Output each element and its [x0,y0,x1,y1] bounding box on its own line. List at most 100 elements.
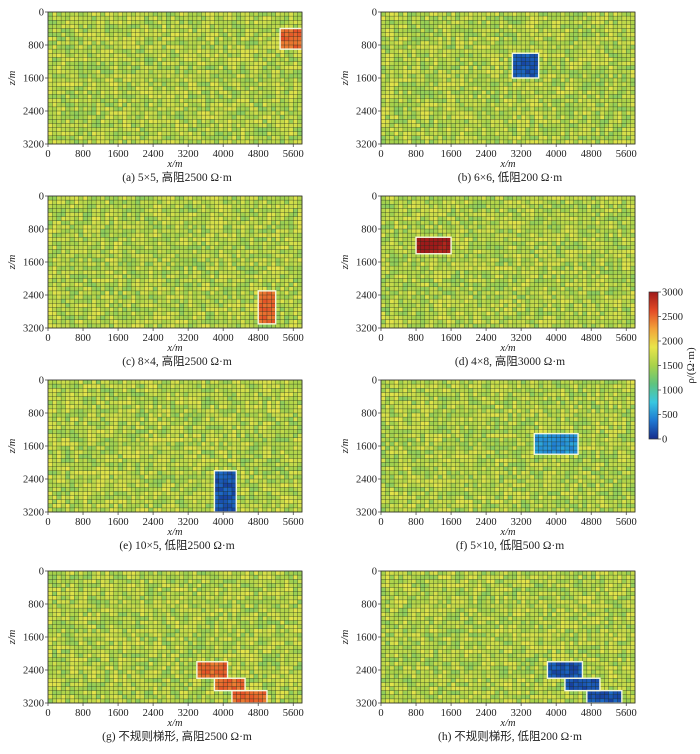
heatmap-cell [595,139,601,145]
heatmap-cell [161,12,167,17]
heatmap-cell [65,220,71,226]
heatmap-cell [490,139,496,145]
heatmap-cell [284,40,290,46]
heatmap-cell [586,57,592,62]
heatmap-cell [407,32,412,38]
heatmap-cell [183,49,189,54]
heatmap-cell [148,73,154,79]
heatmap-cell [61,237,66,242]
heatmap-cell [613,61,618,66]
heatmap-cell [74,278,79,283]
heatmap-cell [262,212,268,217]
heatmap-cell [599,82,605,87]
heatmap-cell [604,135,610,141]
heatmap-cell [613,115,618,120]
heatmap-cell [109,229,114,234]
heatmap-cell [258,115,263,120]
heatmap-cell [446,69,452,75]
heatmap-cell [411,24,417,29]
heatmap-cell [284,233,290,238]
heatmap-cell [578,127,583,132]
heatmap-cell [271,135,277,141]
heatmap-cell [87,65,93,71]
heatmap-cell [183,20,189,25]
heatmap-cell [65,229,71,234]
heatmap-cell [205,204,211,209]
heatmap-cell [608,57,614,62]
heatmap-cell [161,233,167,238]
heatmap-cell [144,233,150,238]
heatmap-cell [205,36,211,42]
heatmap-cell [573,135,579,141]
heatmap-cell [201,24,206,29]
heatmap-cell [613,135,618,141]
heatmap-cell [227,229,233,234]
heatmap-cell [253,53,259,58]
heatmap-cell [556,24,561,29]
heatmap-cell [617,73,623,79]
heatmap-cell [153,119,158,124]
heatmap-cell [236,32,241,38]
heatmap-cell [253,127,259,132]
heatmap-cell [69,82,75,87]
heatmap-cell [280,98,285,104]
heatmap-cell [74,241,79,246]
heatmap-cell [280,204,285,209]
heatmap-cell [464,111,469,116]
heatmap-cell [87,208,93,213]
heatmap-cell [240,200,246,205]
heatmap-cell [608,127,614,132]
heatmap-cell [508,53,513,58]
heatmap-cell [188,98,193,104]
heatmap-cell [83,115,88,120]
heatmap-cell [179,237,185,242]
heatmap-cell [621,49,627,54]
heatmap-cell [446,82,452,87]
heatmap-cell [210,53,215,58]
heatmap-cell [122,278,128,283]
heatmap-cell [104,16,110,21]
heatmap-cell [486,45,491,50]
heatmap-cell [109,16,114,21]
heatmap-cell [599,135,605,141]
heatmap-cell [210,131,215,137]
heatmap-cell [258,82,263,87]
heatmap-cell [170,266,176,271]
heatmap-cell [617,57,623,62]
heatmap-cell [266,249,272,255]
heatmap-cell [52,12,58,17]
heatmap-cell [578,135,583,141]
heatmap-cell [521,49,526,54]
heatmap-cell [499,16,504,21]
heatmap-cell [175,36,180,42]
heatmap-cell [83,224,88,230]
heatmap-cell [205,266,211,271]
heatmap-cell [100,233,106,238]
heatmap-cell [280,196,285,201]
heatmap-cell [104,115,110,120]
heatmap-cell [210,102,215,108]
heatmap-cell [78,28,84,33]
heatmap-cell [262,98,268,104]
heatmap-cell [381,65,386,71]
heatmap-cell [192,241,198,246]
heatmap-cell [56,32,62,38]
heatmap-cell [223,266,228,271]
heatmap-cell [170,127,176,132]
heatmap-cell [402,69,408,75]
heatmap-cell [100,78,106,83]
heatmap-cell [266,229,272,234]
heatmap-cell [262,115,268,120]
heatmap-cell [69,73,75,79]
heatmap-cell [227,274,233,279]
heatmap-cell [275,200,281,205]
heatmap-cell [258,216,263,222]
heatmap-cell [280,233,285,238]
heatmap-cell [179,49,185,54]
heatmap-cell [61,49,66,54]
heatmap-cell [582,69,588,75]
heatmap-cell [617,102,623,108]
heatmap-cell [591,82,596,87]
heatmap-cell [69,257,75,263]
heatmap-cell [394,53,399,58]
